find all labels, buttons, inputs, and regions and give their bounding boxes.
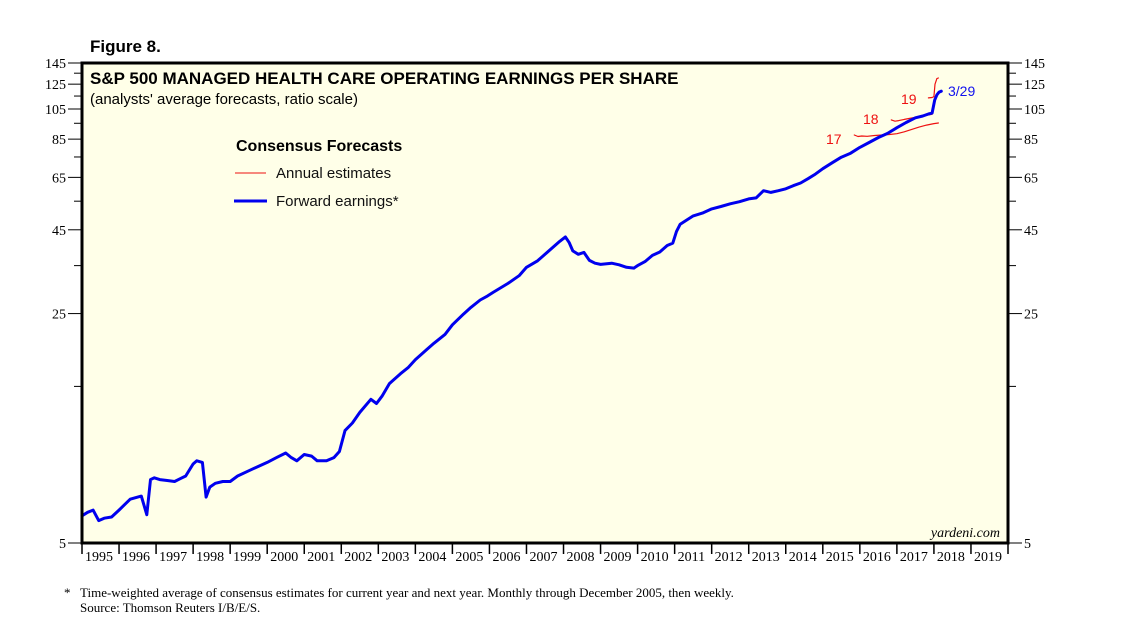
y-tick-label-left: 5 — [59, 537, 66, 552]
y-tick-label-right: 45 — [1024, 224, 1038, 239]
y-tick-label-left: 65 — [52, 171, 66, 186]
y-tick-label-left: 145 — [45, 57, 66, 72]
annotation-19: 19 — [901, 91, 917, 107]
legend: Consensus Forecasts Annual estimates For… — [234, 138, 402, 210]
y-axis-right: 5 25 45 65 85 105 125 145 — [1008, 57, 1045, 552]
x-tick-label: 2008 — [567, 550, 595, 565]
x-tick-label: 1998 — [196, 550, 224, 565]
legend-label-forward: Forward earnings* — [276, 193, 399, 210]
footnote: * Time-weighted average of consensus esti… — [64, 585, 734, 615]
annotation-18: 18 — [863, 111, 879, 127]
x-tick-label: 2009 — [604, 550, 632, 565]
legend-title: Consensus Forecasts — [236, 138, 402, 155]
y-tick-label-right: 5 — [1024, 537, 1031, 552]
y-tick-label-right: 25 — [1024, 308, 1038, 323]
chart-subtitle: (analysts' average forecasts, ratio scal… — [90, 91, 358, 108]
plot-area — [82, 63, 1008, 543]
y-tick-label-left: 25 — [52, 308, 66, 323]
annotation-latest-date: 3/29 — [948, 83, 975, 99]
x-tick-label: 2019 — [974, 550, 1002, 565]
footnote-source: Source: Thomson Reuters I/B/E/S. — [80, 600, 261, 615]
x-tick-label: 2007 — [529, 550, 557, 565]
x-tick-label: 2006 — [492, 550, 520, 565]
x-tick-label: 2013 — [752, 550, 780, 565]
footnote-text: Time-weighted average of consensus estim… — [80, 585, 734, 600]
plot-frame — [80, 61, 1010, 545]
x-tick-label: 2010 — [641, 550, 669, 565]
chart-title: S&P 500 MANAGED HEALTH CARE OPERATING EA… — [90, 69, 678, 88]
annual-estimate-line-19 — [927, 77, 940, 99]
y-tick-label-right: 65 — [1024, 171, 1038, 186]
x-tick-label: 2002 — [344, 550, 372, 565]
x-tick-label: 1995 — [85, 550, 113, 565]
watermark: yardeni.com — [929, 526, 1000, 541]
x-tick-label: 1996 — [122, 550, 150, 565]
footnote-line-1: * Time-weighted average of consensus esti… — [64, 585, 734, 600]
x-tick-label: 2000 — [270, 550, 298, 565]
y-tick-label-right: 105 — [1024, 103, 1045, 118]
y-tick-label-left: 45 — [52, 224, 66, 239]
x-tick-label: 2015 — [826, 550, 854, 565]
x-tick-label: 2001 — [307, 550, 335, 565]
x-axis: 1995 1996 1997 1998 1999 2000 2001 2002 2003 2004… — [81, 543, 1009, 565]
figure-label: Figure 8. — [90, 37, 161, 56]
x-tick-label: 2005 — [455, 550, 483, 565]
y-tick-label-left: 125 — [45, 78, 66, 93]
y-axis-left: 5 25 45 65 85 105 125 145 — [45, 57, 82, 552]
x-tick-label: 1997 — [159, 550, 187, 565]
y-tick-label-left: 85 — [52, 133, 66, 148]
annotation-17: 17 — [826, 131, 842, 147]
x-tick-label: 2012 — [715, 550, 743, 565]
y-tick-label-right: 85 — [1024, 133, 1038, 148]
x-tick-label: 2016 — [863, 550, 891, 565]
y-tick-label-left: 105 — [45, 103, 66, 118]
x-tick-label: 2014 — [789, 550, 817, 565]
annual-estimate-line-17 — [853, 122, 940, 138]
legend-label-annual: Annual estimates — [276, 165, 391, 182]
forward-earnings-line-group — [80, 89, 943, 523]
forward-earnings-line — [80, 89, 943, 523]
x-tick-label: 2018 — [937, 550, 965, 565]
x-tick-label: 2003 — [381, 550, 409, 565]
y-tick-label-right: 125 — [1024, 78, 1045, 93]
footnote-marker: * — [64, 585, 71, 600]
x-tick-label: 1999 — [233, 550, 261, 565]
x-tick-label: 2017 — [900, 550, 928, 565]
x-tick-label: 2004 — [418, 550, 446, 565]
x-tick-label: 2011 — [678, 550, 705, 565]
y-tick-label-right: 145 — [1024, 57, 1045, 72]
